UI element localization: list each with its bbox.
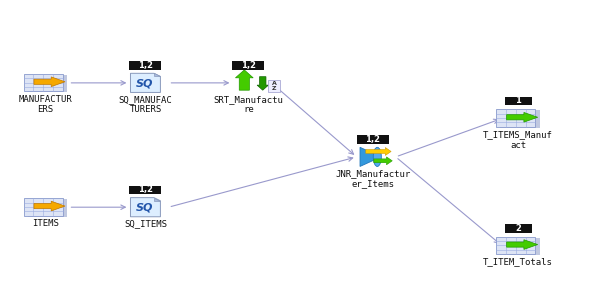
Text: A: A (271, 81, 276, 86)
FancyBboxPatch shape (496, 110, 536, 127)
FancyBboxPatch shape (357, 135, 388, 144)
Polygon shape (257, 77, 268, 90)
FancyBboxPatch shape (24, 74, 62, 91)
Text: 1,2: 1,2 (138, 185, 153, 194)
FancyBboxPatch shape (505, 97, 531, 105)
Text: 2: 2 (515, 224, 521, 233)
FancyBboxPatch shape (28, 75, 67, 92)
Text: Z: Z (272, 86, 276, 91)
Ellipse shape (373, 147, 381, 166)
FancyBboxPatch shape (130, 186, 161, 194)
Polygon shape (130, 198, 161, 217)
Text: SQ_MANUFAC
TURERS: SQ_MANUFAC TURERS (119, 95, 172, 114)
Text: 1,2: 1,2 (365, 135, 380, 144)
Text: ITEMS: ITEMS (32, 219, 59, 228)
Text: T_ITEM_Totals: T_ITEM_Totals (483, 258, 553, 266)
Text: MANUFACTUR
ERS: MANUFACTUR ERS (19, 95, 72, 114)
Text: 1,2: 1,2 (241, 61, 256, 70)
Polygon shape (507, 240, 538, 250)
Polygon shape (154, 73, 161, 76)
FancyBboxPatch shape (496, 237, 536, 254)
Polygon shape (507, 112, 538, 122)
Text: 1,2: 1,2 (138, 61, 153, 70)
Polygon shape (34, 201, 65, 211)
FancyBboxPatch shape (24, 198, 62, 215)
Text: JNR_Manufactur
er_Items: JNR_Manufactur er_Items (335, 169, 410, 188)
Text: 1: 1 (515, 96, 521, 105)
Polygon shape (236, 70, 253, 90)
Polygon shape (34, 77, 65, 87)
Polygon shape (366, 147, 391, 155)
Polygon shape (154, 198, 161, 201)
FancyBboxPatch shape (501, 238, 539, 255)
Text: SRT_Manufactu
re: SRT_Manufactu re (213, 95, 284, 114)
Polygon shape (374, 157, 392, 165)
Text: SQ: SQ (136, 78, 153, 89)
FancyBboxPatch shape (130, 61, 161, 70)
Polygon shape (130, 73, 161, 92)
FancyBboxPatch shape (505, 224, 531, 233)
Text: SQ_ITEMS: SQ_ITEMS (124, 219, 167, 228)
FancyBboxPatch shape (268, 80, 281, 92)
Text: SQ: SQ (136, 203, 153, 213)
FancyBboxPatch shape (501, 110, 539, 128)
Polygon shape (360, 147, 378, 166)
Text: T_ITEMS_Manuf
act: T_ITEMS_Manuf act (483, 130, 553, 149)
FancyBboxPatch shape (233, 61, 264, 70)
FancyBboxPatch shape (28, 199, 67, 217)
